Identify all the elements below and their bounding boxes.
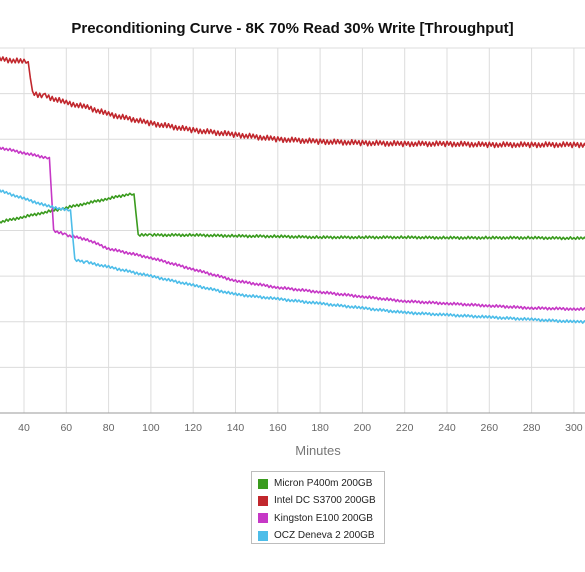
chart-series-lines [0, 56, 585, 324]
x-tick-label-280: 280 [523, 422, 541, 434]
x-tick-label-100: 100 [142, 422, 160, 434]
x-tick-label-60: 60 [60, 422, 72, 434]
x-tick-label-120: 120 [184, 422, 202, 434]
chart-x-tick-labels: 40 60 80 100 120 140 160 180 200 220 240 260 280 300 [18, 422, 583, 434]
x-tick-label-220: 220 [396, 422, 414, 434]
series-line-3 [0, 188, 585, 324]
legend-swatch-3 [258, 530, 268, 541]
x-tick-label-300: 300 [565, 422, 583, 434]
legend-swatch-1 [258, 495, 268, 506]
x-axis-title: Minutes [295, 443, 341, 458]
x-tick-label-180: 180 [311, 422, 329, 434]
x-tick-label-260: 260 [481, 422, 499, 434]
legend-item-3: OCZ Deneva 2 200GB [258, 527, 384, 544]
legend-swatch-0 [258, 478, 268, 489]
series-line-0 [0, 192, 585, 241]
legend-swatch-2 [258, 513, 268, 524]
legend-label-3: OCZ Deneva 2 200GB [274, 530, 375, 542]
x-tick-label-140: 140 [227, 422, 245, 434]
legend-label-0: Micron P400m 200GB [274, 478, 373, 490]
x-tick-label-80: 80 [103, 422, 115, 434]
x-tick-label-240: 240 [438, 422, 456, 434]
x-tick-label-160: 160 [269, 422, 287, 434]
legend-item-0: Micron P400m 200GB [258, 475, 384, 492]
legend: Micron P400m 200GB Intel DC S3700 200GB Ki… [251, 471, 385, 544]
series-line-2 [0, 146, 585, 312]
legend-label-2: Kingston E100 200GB [274, 512, 373, 524]
x-tick-label-40: 40 [18, 422, 30, 434]
legend-item-1: Intel DC S3700 200GB [258, 492, 384, 509]
series-line-1 [0, 56, 585, 149]
legend-item-2: Kingston E100 200GB [258, 510, 384, 527]
legend-label-1: Intel DC S3700 200GB [274, 495, 376, 507]
chart-grid [0, 47, 585, 414]
x-tick-label-200: 200 [354, 422, 372, 434]
chart-title: Preconditioning Curve - 8K 70% Read 30% … [71, 20, 514, 37]
